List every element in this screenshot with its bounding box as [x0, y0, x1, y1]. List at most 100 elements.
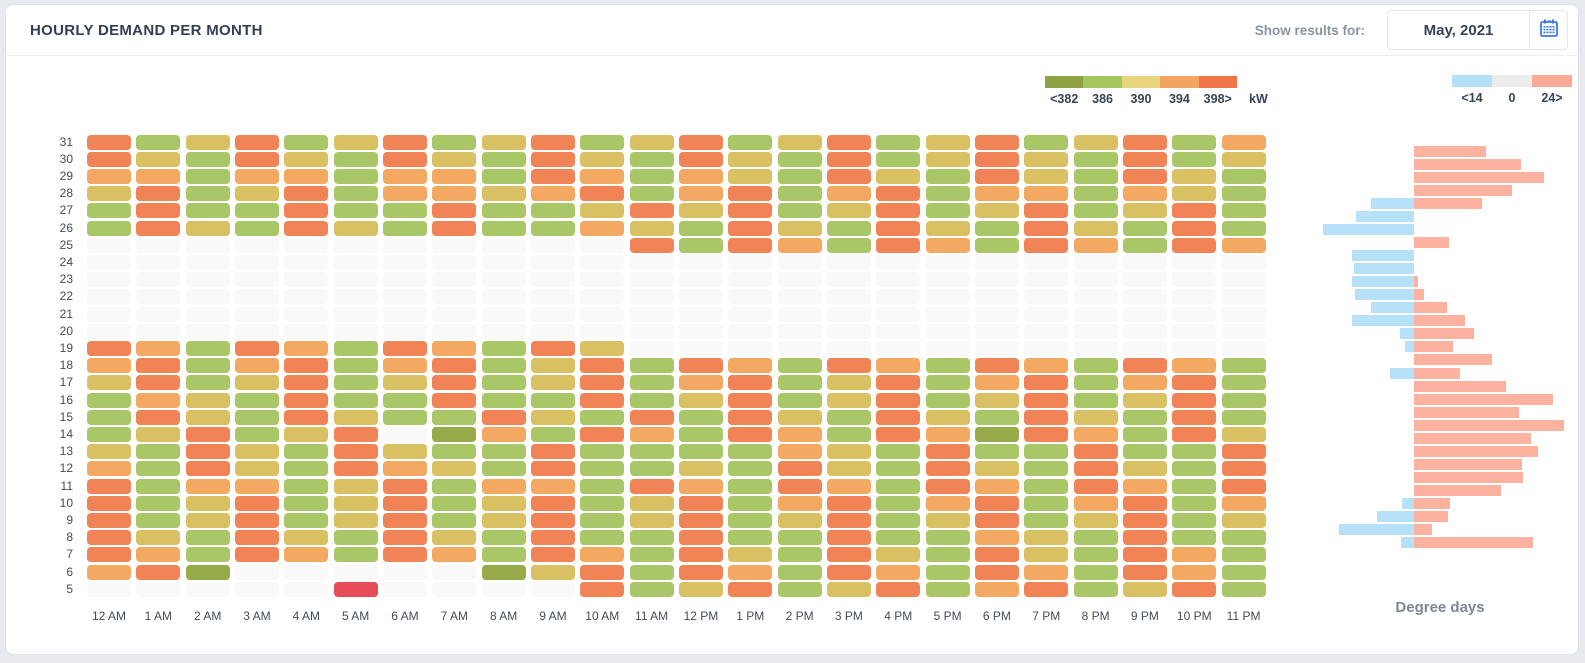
- degree-days-bar-cold[interactable]: [1322, 223, 1414, 235]
- heatmap-cell[interactable]: [1122, 203, 1167, 219]
- heatmap-cell[interactable]: [629, 358, 674, 374]
- heatmap-cell[interactable]: [1221, 581, 1266, 597]
- heatmap-cell[interactable]: [284, 461, 329, 477]
- heatmap-cell[interactable]: [925, 581, 970, 597]
- heatmap-cell[interactable]: [826, 495, 871, 511]
- heatmap-cell[interactable]: [1122, 444, 1167, 460]
- degree-days-bar-warm[interactable]: [1413, 445, 1538, 457]
- heatmap-cell[interactable]: [826, 220, 871, 236]
- heatmap-cell[interactable]: [136, 340, 181, 356]
- heatmap-cell[interactable]: [333, 426, 378, 442]
- heatmap-cell[interactable]: [87, 151, 131, 167]
- heatmap-cell[interactable]: [1073, 512, 1118, 528]
- heatmap-cell[interactable]: [728, 375, 773, 391]
- heatmap-cell[interactable]: [333, 375, 378, 391]
- degree-days-bar-warm[interactable]: [1413, 537, 1533, 549]
- heatmap-cell[interactable]: [185, 512, 230, 528]
- heatmap-cell[interactable]: [728, 461, 773, 477]
- degree-days-bar-warm[interactable]: [1413, 328, 1474, 340]
- heatmap-cell[interactable]: [580, 392, 625, 408]
- heatmap-cell[interactable]: [382, 530, 427, 546]
- heatmap-cell[interactable]: [1073, 478, 1118, 494]
- degree-days-bar-cold[interactable]: [1370, 302, 1414, 314]
- degree-days-bar-warm[interactable]: [1413, 472, 1524, 483]
- heatmap-cell[interactable]: [382, 478, 427, 494]
- heatmap-cell[interactable]: [1122, 564, 1167, 580]
- heatmap-cell[interactable]: [728, 426, 773, 442]
- heatmap-cell[interactable]: [530, 151, 575, 167]
- heatmap-cell[interactable]: [432, 495, 477, 511]
- heatmap-cell[interactable]: [1024, 220, 1069, 236]
- heatmap-cell[interactable]: [925, 461, 970, 477]
- heatmap-cell[interactable]: [530, 564, 575, 580]
- heatmap-cell[interactable]: [1172, 426, 1217, 442]
- heatmap-cell[interactable]: [87, 409, 131, 425]
- heatmap-cell[interactable]: [87, 495, 131, 511]
- heatmap-cell[interactable]: [284, 186, 329, 202]
- heatmap-cell[interactable]: [826, 375, 871, 391]
- heatmap-cell[interactable]: [629, 375, 674, 391]
- heatmap-cell[interactable]: [925, 151, 970, 167]
- heatmap-cell[interactable]: [136, 426, 181, 442]
- heatmap-cell[interactable]: [678, 461, 723, 477]
- heatmap-cell[interactable]: [974, 392, 1019, 408]
- heatmap-cell[interactable]: [1024, 409, 1069, 425]
- heatmap-cell[interactable]: [728, 186, 773, 202]
- heatmap-cell[interactable]: [728, 151, 773, 167]
- heatmap-cell[interactable]: [234, 461, 279, 477]
- heatmap-cell[interactable]: [1221, 203, 1266, 219]
- heatmap-cell[interactable]: [234, 478, 279, 494]
- heatmap-cell[interactable]: [234, 375, 279, 391]
- heatmap-cell[interactable]: [1172, 495, 1217, 511]
- heatmap-cell[interactable]: [580, 495, 625, 511]
- heatmap-cell[interactable]: [1073, 375, 1118, 391]
- heatmap-cell[interactable]: [974, 203, 1019, 219]
- heatmap-cell[interactable]: [1172, 392, 1217, 408]
- heatmap-cell[interactable]: [87, 220, 131, 236]
- heatmap-cell[interactable]: [87, 168, 131, 184]
- heatmap-cell[interactable]: [530, 530, 575, 546]
- heatmap-cell[interactable]: [974, 564, 1019, 580]
- heatmap-cell[interactable]: [432, 220, 477, 236]
- heatmap-cell[interactable]: [382, 375, 427, 391]
- heatmap-cell[interactable]: [185, 168, 230, 184]
- heatmap-cell[interactable]: [974, 461, 1019, 477]
- heatmap-cell[interactable]: [1073, 392, 1118, 408]
- heatmap-cell[interactable]: [876, 392, 921, 408]
- heatmap-cell[interactable]: [728, 512, 773, 528]
- heatmap-cell[interactable]: [284, 220, 329, 236]
- heatmap-cell[interactable]: [580, 220, 625, 236]
- heatmap-cell[interactable]: [87, 426, 131, 442]
- heatmap-cell[interactable]: [530, 220, 575, 236]
- heatmap-cell[interactable]: [136, 512, 181, 528]
- heatmap-cell[interactable]: [629, 134, 674, 150]
- heatmap-cell[interactable]: [432, 426, 477, 442]
- heatmap-cell[interactable]: [432, 186, 477, 202]
- degree-days-bar-warm[interactable]: [1413, 458, 1522, 470]
- heatmap-cell[interactable]: [777, 168, 822, 184]
- heatmap-cell[interactable]: [580, 134, 625, 150]
- heatmap-cell[interactable]: [481, 340, 526, 356]
- heatmap-cell[interactable]: [925, 203, 970, 219]
- heatmap-cell[interactable]: [185, 461, 230, 477]
- heatmap-cell[interactable]: [1024, 203, 1069, 219]
- heatmap-cell[interactable]: [1073, 409, 1118, 425]
- heatmap-cell[interactable]: [876, 203, 921, 219]
- heatmap-cell[interactable]: [974, 581, 1019, 597]
- heatmap-cell[interactable]: [580, 409, 625, 425]
- heatmap-cell[interactable]: [481, 495, 526, 511]
- heatmap-cell[interactable]: [1073, 237, 1118, 253]
- heatmap-cell[interactable]: [1221, 358, 1266, 374]
- degree-days-bar-warm[interactable]: [1413, 380, 1507, 392]
- heatmap-cell[interactable]: [974, 358, 1019, 374]
- heatmap-cell[interactable]: [777, 512, 822, 528]
- heatmap-cell[interactable]: [974, 151, 1019, 167]
- heatmap-cell[interactable]: [974, 444, 1019, 460]
- heatmap-cell[interactable]: [728, 358, 773, 374]
- heatmap-cell[interactable]: [629, 237, 674, 253]
- heatmap-cell[interactable]: [1122, 581, 1167, 597]
- heatmap-cell[interactable]: [432, 392, 477, 408]
- heatmap-cell[interactable]: [876, 478, 921, 494]
- heatmap-cell[interactable]: [777, 495, 822, 511]
- heatmap-cell[interactable]: [185, 530, 230, 546]
